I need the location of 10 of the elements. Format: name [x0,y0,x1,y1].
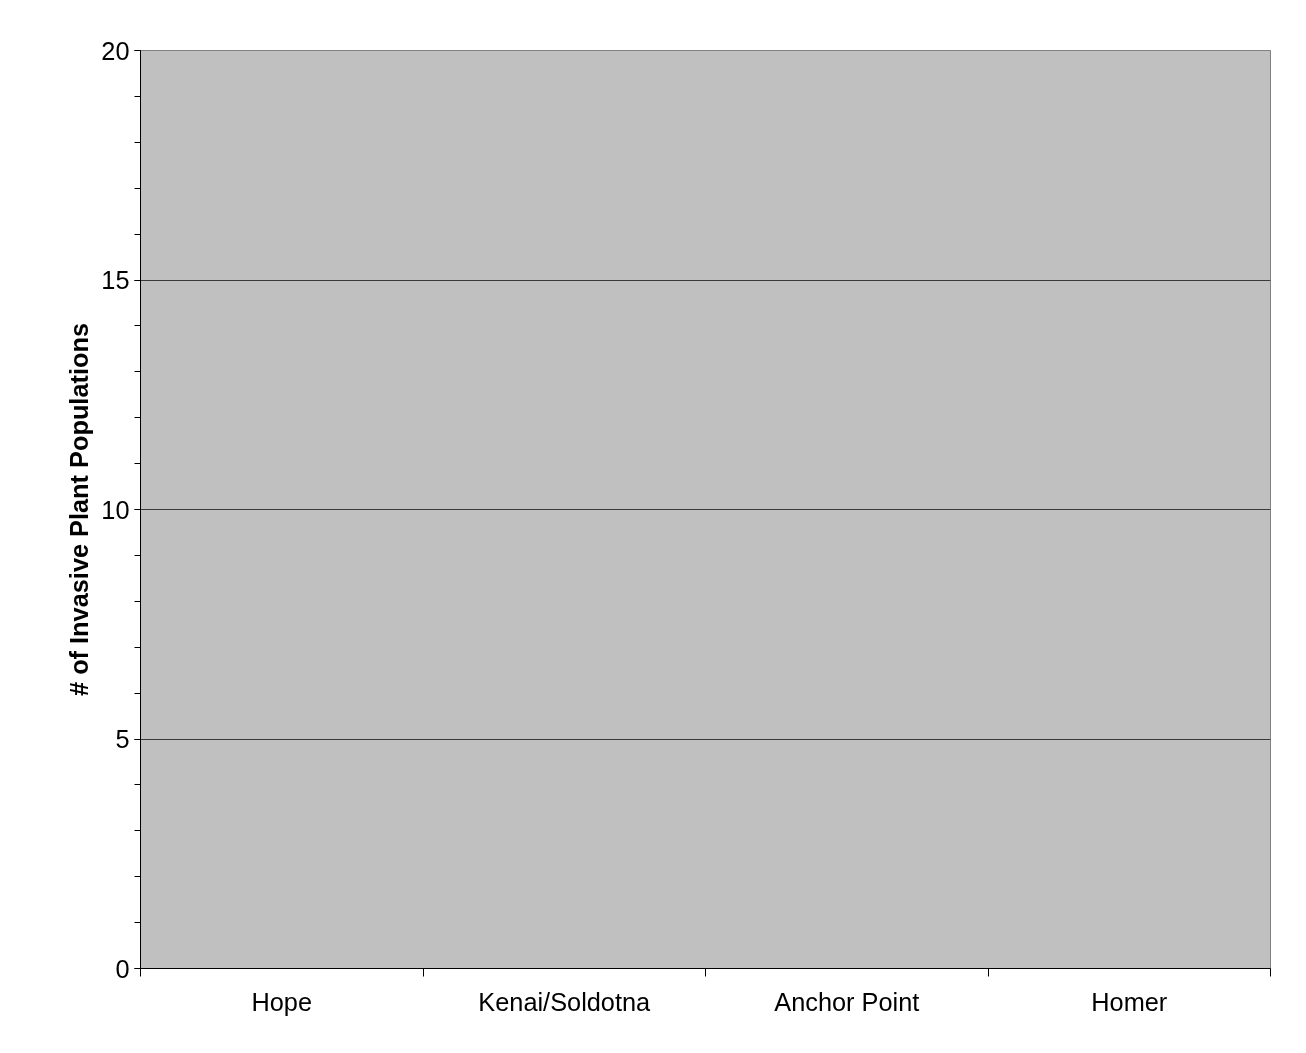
y-tick-label: 15 [101,266,130,294]
y-tick-label: 20 [101,36,130,65]
y-tick-label: 10 [101,495,130,524]
x-tick-label: Hope [251,987,313,1016]
x-tick-label: Homer [1091,987,1168,1016]
x-tick-label: Anchor Point [774,987,920,1016]
y-axis-title: # of Invasive Plant Populations [65,323,94,696]
y-tick-label: 5 [115,725,130,753]
y-tick-label: 0 [115,954,130,983]
x-tick-label: Kenai/Soldotna [478,987,652,1016]
